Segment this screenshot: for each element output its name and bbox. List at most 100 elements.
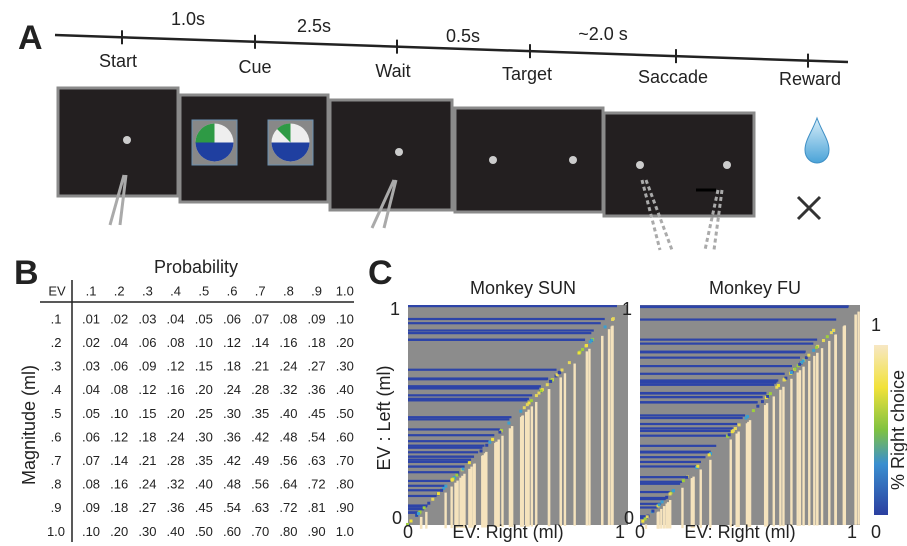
table-cell: .70 bbox=[251, 524, 269, 539]
heatmap-col bbox=[662, 506, 666, 529]
heatmap-row bbox=[408, 471, 460, 474]
heatmap-row bbox=[408, 385, 541, 388]
heatmap-bg bbox=[408, 305, 628, 525]
heatmap-col bbox=[782, 386, 785, 527]
heatmap-row bbox=[640, 342, 814, 345]
heatmap-col bbox=[796, 372, 799, 526]
table-cell: .45 bbox=[195, 500, 213, 515]
heatmap-diag bbox=[534, 394, 538, 398]
heatmap-title: Monkey SUN bbox=[470, 278, 576, 298]
table-cell: .36 bbox=[223, 429, 241, 444]
y-tick-label: 0 bbox=[624, 508, 634, 528]
heatmap-row bbox=[640, 372, 785, 375]
heatmap-col bbox=[657, 511, 660, 529]
table-cell: .45 bbox=[308, 406, 326, 421]
table-cell: .06 bbox=[223, 311, 241, 326]
x-axis-label: EV: Right (ml) bbox=[684, 522, 795, 542]
wheel-mag bbox=[195, 123, 215, 143]
heatmap-diag bbox=[537, 391, 541, 395]
gaze bbox=[108, 174, 128, 226]
table-cell: .12 bbox=[167, 359, 185, 374]
table-cell: .90 bbox=[308, 524, 326, 539]
target bbox=[723, 161, 731, 169]
table-cell: .06 bbox=[110, 359, 128, 374]
target bbox=[489, 156, 497, 164]
heatmap-row bbox=[408, 317, 605, 321]
saccade bbox=[640, 179, 724, 251]
heatmap-diag bbox=[756, 404, 760, 408]
heatmap-diag bbox=[485, 443, 489, 447]
table-corner: EV bbox=[48, 283, 66, 298]
table-cell: .48 bbox=[279, 429, 297, 444]
y-tick-label: 0 bbox=[392, 508, 402, 528]
heatmap-diag bbox=[611, 317, 615, 321]
no-reward bbox=[796, 195, 822, 221]
heatmap-diag bbox=[557, 371, 561, 375]
row-label: .2 bbox=[51, 335, 62, 350]
reward-drop bbox=[804, 116, 830, 164]
heatmap-row bbox=[408, 397, 529, 400]
heatmap-row bbox=[408, 440, 489, 443]
table-cell: .40 bbox=[336, 382, 354, 397]
colorbar bbox=[874, 345, 888, 515]
heatmap-col bbox=[842, 326, 846, 525]
timeline bbox=[54, 33, 849, 64]
heatmap-col bbox=[854, 314, 857, 525]
heatmap-col bbox=[779, 389, 782, 527]
table-cell: .10 bbox=[336, 311, 354, 326]
heatmap-col bbox=[461, 475, 464, 528]
heatmap-diag bbox=[422, 506, 426, 510]
heatmap-diag bbox=[768, 392, 772, 396]
heatmap-row bbox=[408, 489, 443, 492]
table-cell: .18 bbox=[110, 500, 128, 515]
heatmap-diag bbox=[727, 433, 731, 437]
heatmap-col bbox=[450, 486, 453, 529]
heatmap-col bbox=[468, 468, 471, 528]
table-cell: .40 bbox=[195, 477, 213, 492]
heatmap-row bbox=[408, 394, 533, 397]
heatmap-row bbox=[408, 465, 465, 468]
table-cell: .15 bbox=[138, 406, 156, 421]
heatmap-row bbox=[408, 338, 585, 341]
duration-label: 0.5s bbox=[446, 26, 480, 46]
heatmap-row bbox=[640, 465, 697, 468]
table-cell: .90 bbox=[336, 500, 354, 515]
heatmap-row bbox=[640, 422, 738, 426]
heatmap-row bbox=[640, 364, 793, 368]
heatmap-row bbox=[408, 479, 451, 483]
row-label: 1.0 bbox=[47, 524, 65, 539]
heatmap-diag bbox=[726, 434, 730, 438]
heatmap-col bbox=[834, 334, 837, 526]
row-title: Magnitude (ml) bbox=[19, 365, 39, 485]
event-label: Wait bbox=[375, 61, 410, 81]
heatmap-col bbox=[641, 527, 644, 529]
heatmap-row bbox=[408, 377, 548, 380]
heatmap-diag bbox=[804, 356, 808, 360]
heatmap-diag bbox=[671, 489, 675, 493]
column-label: .3 bbox=[142, 283, 153, 298]
heatmap-diag bbox=[539, 389, 543, 393]
heatmap-col bbox=[456, 480, 459, 529]
heatmap-diag bbox=[488, 440, 492, 444]
heatmap-col bbox=[765, 403, 769, 527]
heatmap-diag bbox=[829, 331, 833, 335]
heatmap-diag bbox=[766, 394, 770, 398]
table-cell: .04 bbox=[82, 382, 100, 397]
heatmap-diag bbox=[427, 501, 431, 505]
heatmap-diag bbox=[696, 464, 700, 468]
screen bbox=[453, 106, 605, 214]
heatmap-col bbox=[559, 377, 562, 526]
heatmap-diag bbox=[707, 453, 711, 457]
table-cell: .28 bbox=[167, 453, 185, 468]
table-cell: .27 bbox=[138, 500, 156, 515]
heatmap-col bbox=[772, 396, 775, 527]
heatmap-col bbox=[494, 442, 497, 528]
heatmap-row bbox=[408, 458, 472, 461]
heatmap-row bbox=[640, 502, 662, 505]
heatmap-row bbox=[640, 451, 710, 454]
heatmap-diag bbox=[406, 522, 410, 526]
heatmap-row bbox=[640, 480, 683, 483]
table-cell: .24 bbox=[167, 429, 185, 444]
heatmap-diag bbox=[519, 409, 523, 413]
table-cell: .03 bbox=[138, 311, 156, 326]
